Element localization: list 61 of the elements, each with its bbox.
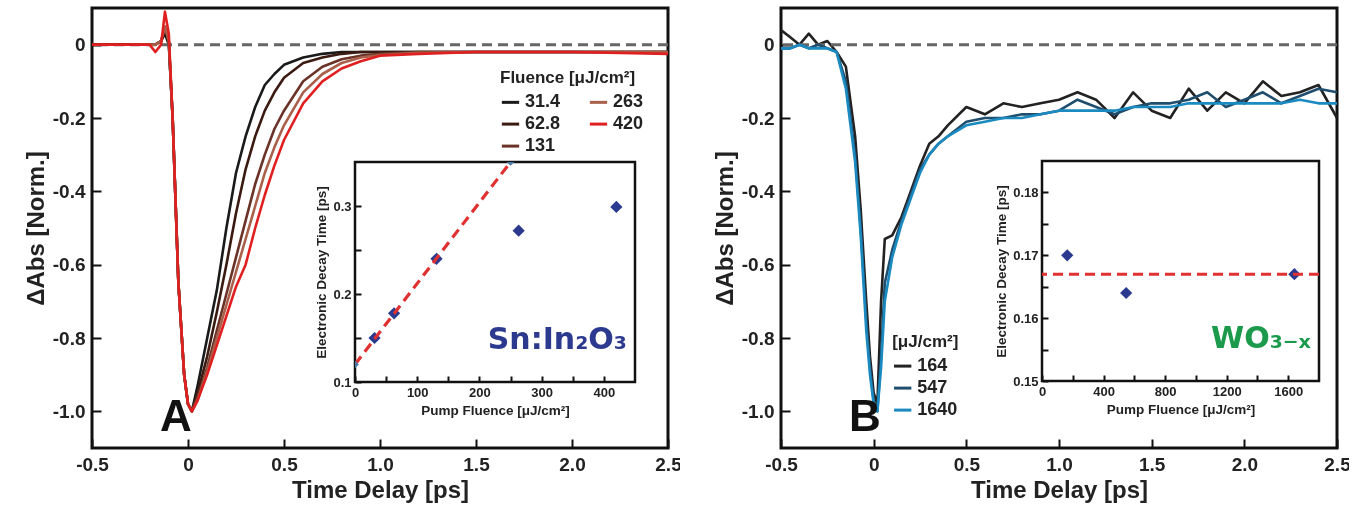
annotation: B: [849, 391, 881, 440]
x-tick-label: 0: [868, 453, 880, 475]
y-axis-title: ΔAbs [Norm.]: [710, 151, 738, 306]
legend-label: 420: [613, 113, 644, 134]
y-tick-label: -0.8: [52, 327, 86, 349]
y-tick-label: 0: [74, 34, 86, 56]
x-tick-label: 2.0: [1231, 453, 1259, 475]
x-axis-title: Pump Fluence [μJ/cm²]: [1106, 401, 1256, 417]
legend-title: Fluence [μJ/cm²]: [500, 67, 636, 87]
x-axis-title: Time Delay [ps]: [292, 475, 469, 503]
x-tick-label: 1200: [1212, 383, 1242, 399]
legend-label: 31.4: [525, 91, 561, 112]
x-tick-label: 0.5: [271, 453, 299, 475]
y-tick-label: -1.0: [741, 400, 775, 422]
y-tick-label: -0.4: [52, 180, 86, 202]
y-axis-title: Electronic Decay Time [ps]: [994, 185, 1010, 358]
legend-label: 1640: [917, 399, 958, 420]
y-tick-label: -1.0: [52, 400, 86, 422]
legend-label: 164: [917, 355, 948, 376]
x-axis-title: Pump Fluence [μJ/cm²]: [421, 402, 570, 418]
y-tick-label: 0.16: [1013, 310, 1039, 326]
legend-label: 547: [917, 377, 948, 398]
x-tick-label: 0.5: [953, 453, 981, 475]
y-tick-label: 0: [763, 34, 775, 56]
annotation: A: [160, 391, 192, 440]
y-tick-label: -0.2: [741, 107, 775, 129]
x-tick-label: 1600: [1274, 383, 1304, 399]
y-tick-label: 0.17: [1013, 247, 1039, 263]
y-tick-label: -0.6: [52, 254, 86, 276]
annotation: WO₃₋ₓ: [1211, 320, 1312, 355]
x-tick-label: 200: [469, 384, 491, 400]
y-tick-label: -0.8: [741, 327, 775, 349]
x-tick-label: -0.5: [76, 453, 110, 475]
y-tick-label: -0.6: [741, 254, 775, 276]
y-tick-label: 0.1: [333, 374, 352, 390]
x-tick-label: 100: [406, 384, 429, 400]
y-tick-label: 0.15: [1013, 373, 1039, 389]
x-tick-label: -0.5: [765, 453, 799, 475]
x-tick-label: 1.5: [1138, 453, 1166, 475]
x-tick-label: 2.0: [559, 453, 586, 475]
x-tick-label: 400: [1093, 383, 1115, 399]
legend-title: [μJ/cm²]: [892, 331, 959, 351]
x-tick-label: 400: [593, 384, 616, 400]
x-tick-label: 1.0: [367, 453, 394, 475]
y-axis-title: ΔAbs [Norm.]: [21, 151, 49, 306]
y-tick-label: 0.3: [333, 198, 352, 214]
y-tick-label: -0.2: [52, 107, 86, 129]
x-tick-label: 0: [183, 453, 194, 475]
x-tick-label: 1.0: [1046, 453, 1073, 475]
y-tick-label: -0.4: [741, 180, 775, 202]
x-tick-label: 1.5: [463, 453, 491, 475]
legend-label: 62.8: [525, 113, 561, 134]
annotation: Sn:In₂O₃: [487, 321, 627, 356]
legend-label: 131: [525, 135, 556, 156]
x-tick-label: 800: [1154, 383, 1177, 399]
x-axis-title: Time Delay [ps]: [971, 475, 1148, 503]
y-tick-label: 0.2: [333, 286, 352, 302]
legend-label: 263: [613, 91, 644, 112]
y-tick-label: 0.18: [1013, 184, 1039, 200]
y-axis-title: Electronic Decay Time [ps]: [314, 186, 330, 359]
x-tick-label: 300: [531, 384, 554, 400]
